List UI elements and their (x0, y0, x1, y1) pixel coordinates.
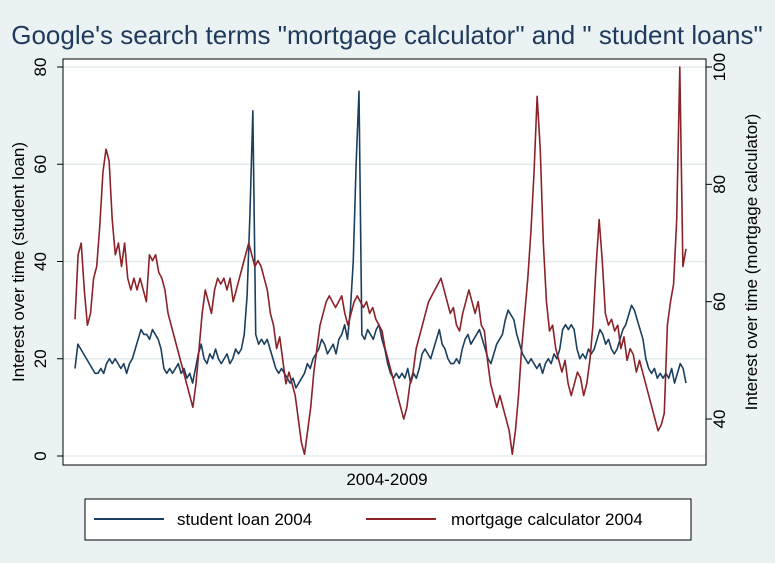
right-tick-label-80: 80 (710, 175, 729, 194)
left-tick-label-20: 20 (31, 349, 50, 368)
left-tick-label-60: 60 (31, 155, 50, 174)
legend: student loan 2004 mortgage calculator 20… (84, 498, 692, 541)
series-layer (74, 66, 687, 456)
chart-title: Google's search terms "mortgage calculat… (11, 20, 763, 50)
series-line-mortgage-calculator-2004 (74, 66, 687, 456)
left-tick-label-80: 80 (31, 58, 50, 77)
legend-label-mortgage-calculator: mortgage calculator 2004 (451, 510, 643, 529)
series-line-student-loan-2004 (74, 90, 687, 389)
right-y-axis: 40 60 80 100 (706, 53, 729, 429)
gridlines (63, 66, 706, 457)
right-tick-label-60: 60 (710, 292, 729, 311)
x-axis-title: 2004-2009 (346, 470, 427, 489)
left-tick-label-0: 0 (31, 451, 50, 460)
right-tick-label-40: 40 (710, 410, 729, 429)
right-tick-label-100: 100 (710, 53, 729, 81)
right-axis-title: Interest over time (mortgage calculator) (742, 114, 761, 411)
left-tick-label-40: 40 (31, 252, 50, 271)
legend-label-student-loan: student loan 2004 (177, 510, 312, 529)
left-y-axis: 0 20 40 60 80 (31, 58, 63, 461)
left-axis-title: Interest over time (student loan) (9, 142, 28, 382)
